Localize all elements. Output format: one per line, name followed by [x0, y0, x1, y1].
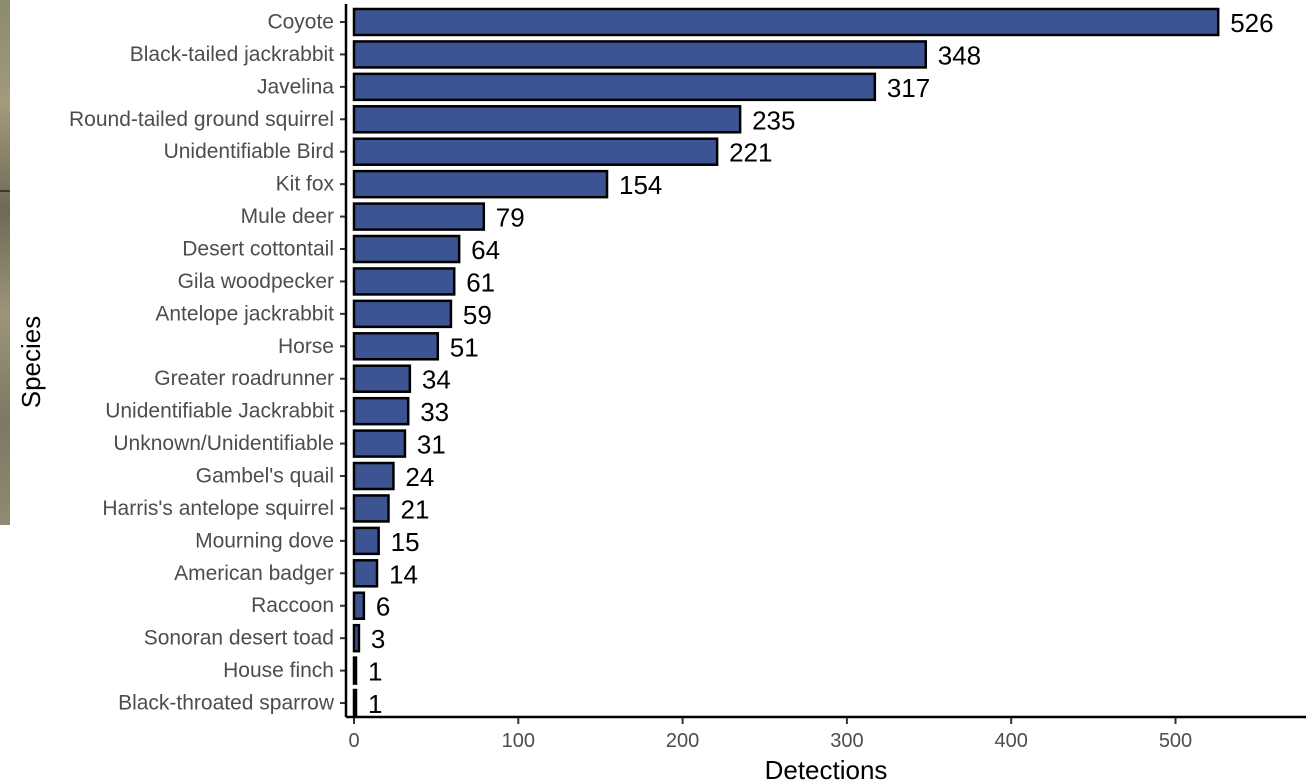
bar	[352, 7, 1220, 37]
data-label: 24	[405, 462, 434, 492]
y-axis-title: Species	[16, 316, 46, 409]
category-label: Unidentifiable Jackrabbit	[105, 400, 334, 423]
bar	[352, 526, 380, 556]
category-label: Coyote	[267, 11, 334, 34]
category-label: Unidentifiable Bird	[164, 140, 334, 163]
x-axis-title: Detections	[765, 755, 888, 784]
bar	[352, 688, 358, 718]
category-label: Antelope jackrabbit	[155, 302, 334, 325]
bar	[352, 332, 440, 361]
bar	[352, 396, 410, 426]
x-tick-label: 0	[348, 730, 359, 752]
bar	[352, 72, 877, 102]
bar	[352, 656, 358, 685]
data-label: 31	[417, 430, 446, 460]
bar	[352, 105, 742, 134]
data-label: 61	[466, 267, 495, 297]
bar	[352, 234, 461, 264]
x-tick-label: 100	[502, 730, 535, 752]
category-label: House finch	[223, 659, 334, 682]
bar	[352, 429, 407, 458]
data-label: 1	[368, 689, 382, 719]
data-label: 526	[1230, 8, 1273, 38]
category-label: Black-tailed jackrabbit	[130, 43, 334, 66]
category-label: Raccoon	[251, 594, 334, 617]
x-tick-label: 300	[830, 730, 863, 752]
data-label: 79	[496, 203, 525, 233]
category-label: Round-tailed ground squirrel	[69, 108, 334, 131]
category-label: Unknown/Unidentifiable	[113, 432, 334, 455]
map-line	[0, 190, 10, 192]
category-label: Mule deer	[241, 205, 334, 228]
bar	[352, 364, 412, 393]
data-label: 221	[729, 138, 772, 168]
bar	[352, 559, 379, 588]
data-label: 51	[450, 332, 479, 362]
data-label: 235	[752, 105, 795, 135]
data-label: 21	[401, 494, 430, 524]
data-label: 317	[887, 73, 930, 103]
category-label: Harris's antelope squirrel	[102, 497, 334, 520]
data-label: 154	[619, 170, 662, 200]
data-label: 15	[391, 527, 420, 557]
bar	[352, 591, 366, 620]
category-label: Black-throated sparrow	[118, 692, 335, 715]
category-label: Javelina	[257, 75, 334, 98]
category-labels-group: Coyote Black-tailed jackrabbit Javelina Rou…	[69, 11, 346, 715]
data-label: 33	[420, 397, 449, 427]
bar	[352, 137, 719, 166]
category-label: Greater roadrunner	[154, 367, 334, 390]
category-label: Horse	[278, 335, 334, 358]
bar	[352, 267, 456, 296]
data-label: 64	[471, 235, 500, 265]
x-ticks-group: 0 100 200 300 400 500	[348, 717, 1192, 752]
data-label: 14	[389, 559, 418, 589]
category-label: Gila woodpecker	[178, 270, 334, 293]
data-label: 59	[463, 300, 492, 330]
data-label: 1	[368, 657, 382, 687]
category-label: Kit fox	[276, 173, 335, 196]
data-label: 6	[376, 592, 390, 622]
bar	[352, 623, 361, 653]
bar	[352, 461, 395, 491]
value-labels-group: 5263483172352211547964615951343331242115…	[368, 8, 1274, 719]
x-tick-label: 500	[1159, 730, 1192, 752]
category-label: Sonoran desert toad	[144, 627, 334, 650]
category-label: American badger	[174, 562, 334, 585]
bar	[352, 169, 609, 199]
bar	[352, 202, 486, 231]
data-label: 348	[938, 40, 981, 70]
x-tick-label: 200	[666, 730, 699, 752]
data-label: 3	[371, 624, 385, 654]
bar	[352, 299, 453, 329]
category-label: Desert cottontail	[182, 238, 334, 261]
bars-group	[352, 7, 1220, 718]
x-tick-label: 400	[995, 730, 1028, 752]
category-label: Gambel's quail	[196, 465, 334, 488]
bar	[352, 40, 928, 69]
bar	[352, 494, 390, 523]
category-label: Mourning dove	[195, 529, 334, 552]
data-label: 34	[422, 365, 451, 395]
background-map-strip	[0, 0, 10, 525]
